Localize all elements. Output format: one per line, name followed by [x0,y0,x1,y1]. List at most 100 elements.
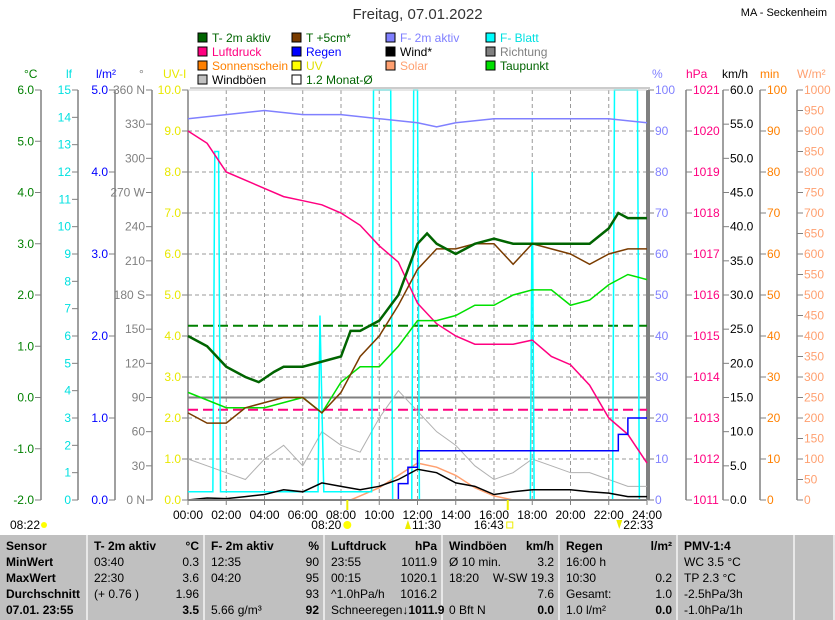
legend-swatch [197,74,208,85]
table-column: Luftdruck hPa 23:55 1011.9 00:15 1020.1 ^1.0hP… [325,535,444,620]
table-label: TP 2.3 °C [684,571,736,585]
table-value: 7.6 [537,587,554,601]
table-row: 03:40 0.3 [94,554,199,570]
legend-label: F- Blatt [500,31,539,45]
axis-tick-label: 330 [125,117,145,131]
axis-tick-label: 50 [767,288,781,302]
series-t-5cm- [187,242,647,424]
axis-tick-label: 100 [655,83,675,97]
table-row: Durchschnitt [6,586,82,602]
axis-tick-label: 250 [804,391,824,405]
x-tick-label: 12:00 [402,508,432,522]
axis-unit-label: km/h [722,67,748,81]
table-value: 0.3 [182,555,199,569]
axis-tick-label: 30 [655,370,669,384]
moonset-time: 22:33 [623,518,653,532]
series-wind- [187,468,647,501]
table-label: 23:55 [331,555,362,569]
legend-label: Solar [400,59,428,73]
sunshine-icon [41,522,47,528]
table-label: 07.01. 23:55 [6,603,74,617]
axis-tick-label: 2.0 [164,411,181,425]
axis-tick-label: -2.0 [13,493,34,507]
axis-tick-label: 7 [64,302,71,316]
table-value: hPa [414,539,437,553]
x-tick-label: 00:00 [173,508,203,522]
table-row: 5.66 g/m³ 92 [211,602,319,618]
axis-tick-label: 60 [767,247,781,261]
axis-tick-label: 40 [655,329,669,343]
table-label: Regen [566,539,603,553]
axis-tick-label: 9 [64,247,71,261]
table-value: 3.2 [537,555,554,569]
table-label: Luftdruck [331,539,387,553]
table-value: l/m² [650,539,672,553]
axis-tick-label: 6.0 [164,247,181,261]
table-row: (+ 0.76 ) 1.96 [94,586,199,602]
legend-label: F- 2m aktiv [400,31,459,45]
table-column: Sensor MinWert MaxWert Durchschnitt 07.01. 2… [0,535,88,620]
table-row: 3.5 [94,602,199,618]
table-value: % [308,539,319,553]
table-row: 0 Bft N 0.0 [449,602,554,618]
table-row: Windböen km/h [449,538,554,554]
axis-tick-label: 1.0 [91,411,108,425]
table-row: Luftdruck hPa [331,538,437,554]
table-label: 00:15 [331,571,362,585]
axis-unit-label: l/m² [96,67,116,81]
table-column: Regen l/m² 16:00 h 10:30 0.2 Gesamt: 1.0 1.0 l/… [560,535,678,620]
axis-tick-label: 15.0 [730,391,754,405]
table-label: 04:20 [211,571,242,585]
axis-tick-label: 45.0 [730,186,754,200]
table-label: 12:35 [211,555,242,569]
legend-swatch [197,32,208,43]
legend-swatch [485,60,496,71]
table-row: 22:30 3.6 [94,570,199,586]
legend-swatch [291,32,302,43]
axis-tick-label: 350 [804,350,824,364]
axis-unit-label: min [760,67,779,81]
axis-tick-label: 0.0 [17,391,34,405]
legend-swatch [197,60,208,71]
table-row: 7.6 [449,586,554,602]
table-row: 00:15 1020.1 [331,570,437,586]
table-row: Schneeregen↓ 1011.9 [331,602,444,618]
table-row: 1.0 l/m² 0.0 [566,602,672,618]
legend-label: UV [306,59,323,73]
axis-tick-label: 90 [767,124,781,138]
axis-unit-label: lf [66,67,73,81]
table-row: MaxWert [6,570,82,586]
table-value: 3.5 [182,603,199,617]
table-row: MinWert [6,554,82,570]
table-value: °C [185,539,199,553]
table-row: Sensor [6,538,82,554]
table-label: Schneeregen↓ [331,603,409,617]
axis-tick-label: 3.0 [17,237,34,251]
table-value: 3.6 [182,571,199,585]
axis-tick-label: 700 [804,206,824,220]
table-value: 0.0 [655,603,672,617]
axis-tick-label: 30 [132,459,146,473]
series-luftdruck [187,130,648,464]
legend-swatch [485,46,496,57]
axis-tick-label: 2.0 [17,288,34,302]
table-row: Gesamt: 1.0 [566,586,672,602]
table-value: 0.2 [655,571,672,585]
axis-tick-label: 50 [804,473,818,487]
table-row [801,602,829,618]
axis-unit-label: ° [139,67,144,81]
table-column: F- 2m aktiv% 12:35 90 04:20 95 93 5.66 g/m³ 92 [205,535,325,620]
axis-tick-label: 60 [132,425,146,439]
axis-tick-label: 3 [64,411,71,425]
table-label: 22:30 [94,571,125,585]
table-label: 18:20 [449,571,480,585]
legend-swatch [385,60,396,71]
axis-tick-label: 12 [58,165,72,179]
axis-unit-label: % [652,67,663,81]
table-value: 95 [305,571,319,585]
station-name: MA - Seckenheim [740,7,827,19]
axis-tick-label: 50.0 [730,151,754,165]
axis-tick-label: 5 [64,356,71,370]
legend-label: 1.2 Monat-Ø [306,73,373,87]
